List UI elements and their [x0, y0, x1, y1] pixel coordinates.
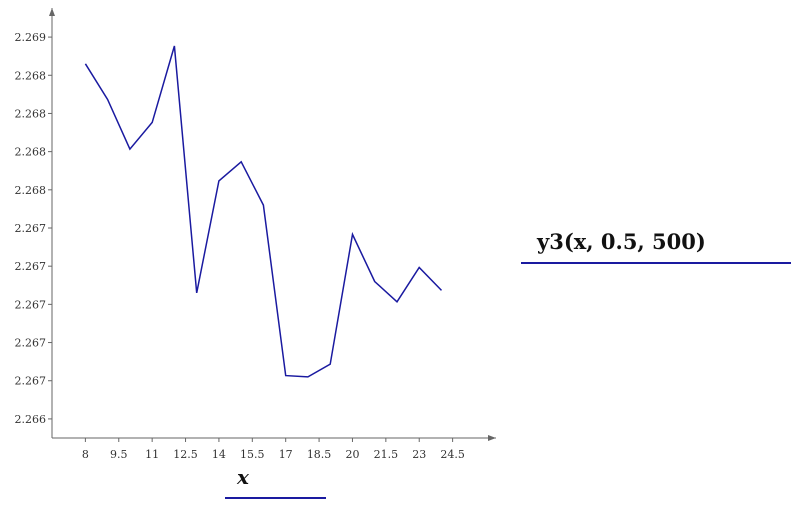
x-tick-label: 12.5: [173, 448, 198, 461]
series-group: [84, 45, 443, 378]
series-line: [84, 45, 443, 378]
x-tick-label: 14: [212, 448, 226, 461]
x-tick-label: 17: [279, 448, 293, 461]
x-tick-label: 24.5: [440, 448, 465, 461]
y-axis-arrow: [49, 8, 55, 16]
x-tick-label: 15.5: [240, 448, 265, 461]
y-tick-label: 2.268: [15, 146, 47, 159]
x-axis-label: x: [236, 465, 250, 489]
x-tick-label: 21.5: [374, 448, 399, 461]
axes: [49, 8, 496, 441]
x-axis-ticks: 8 9.5 11 12.5 14 15.5 17 18.5 20 21.5 23 24.5: [82, 438, 465, 461]
y-axis-ticks: 2.266 2.267 2.267 2.267 2.267 2.267 2.268 2.268…: [15, 31, 52, 426]
y-tick-label: 2.267: [15, 375, 47, 388]
y-tick-label: 2.267: [15, 337, 47, 350]
y-tick-label: 2.267: [15, 298, 47, 311]
x-tick-label: 11: [145, 448, 159, 461]
x-tick-label: 9.5: [110, 448, 128, 461]
x-tick-label: 23: [412, 448, 426, 461]
y-tick-label: 2.268: [15, 184, 47, 197]
y-tick-label: 2.267: [15, 260, 47, 273]
y-tick-label: 2.268: [15, 69, 47, 82]
y-tick-label: 2.268: [15, 107, 47, 120]
legend-series-label: y3(x, 0.5, 500): [536, 229, 706, 254]
x-tick-label: 20: [345, 448, 359, 461]
x-tick-label: 8: [82, 448, 89, 461]
y-tick-label: 2.267: [15, 222, 47, 235]
x-axis-arrow: [488, 435, 496, 441]
y-tick-label: 2.266: [15, 413, 47, 426]
x-tick-label: 18.5: [307, 448, 332, 461]
y-tick-label: 2.269: [15, 31, 47, 44]
